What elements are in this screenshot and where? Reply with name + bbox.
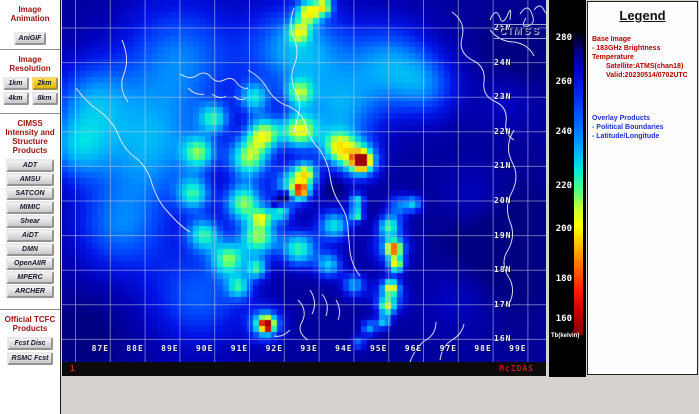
legend-box: Legend Base Image - 183GHz Brightness Te… xyxy=(587,1,698,375)
resolution-button-2km[interactable]: 2km xyxy=(31,77,58,90)
legend-overlay-header: Overlay Products xyxy=(592,115,650,122)
product-button-aidt[interactable]: AiDT xyxy=(6,229,54,242)
colorbar-tick-220: 220 xyxy=(555,181,572,191)
lat-label-22N: 22N xyxy=(494,126,512,136)
legend-base-image-header: Base Image xyxy=(592,36,631,43)
lon-label-99E: 99E xyxy=(509,344,527,353)
anigif-button[interactable]: AniGIF xyxy=(14,32,46,45)
sidebar-section-products: CIMSS Intensity and Structure Products A… xyxy=(0,113,60,309)
lon-label-91E: 91E xyxy=(230,344,249,353)
legend-overlay-line-boundaries: - Political Boundaries xyxy=(592,124,664,131)
lon-label-87E: 87E xyxy=(91,344,110,353)
resolution-button-4km[interactable]: 4km xyxy=(2,92,29,105)
product-button-openaiir[interactable]: OpenAIIR xyxy=(6,257,54,270)
legend-base-image-section: Base Image - 183GHz Brightness Temperatu… xyxy=(592,35,693,80)
product-buttons: ADT AMSU SATCON MIMIC Shear AiDT DMN OpenAIIR MP… xyxy=(1,159,59,298)
colorbar-tick-160: 160 xyxy=(555,314,572,324)
rsmc-fcst-button[interactable]: RSMC Fcst xyxy=(7,352,53,365)
brightness-temperature-image xyxy=(62,0,546,362)
lat-label-18N: 18N xyxy=(494,265,512,275)
legend-overlay-line-latlon: - Latitude/Longitude xyxy=(592,133,660,140)
mcidas-label: McIDAS xyxy=(499,364,534,373)
frame-number: 1 xyxy=(70,364,75,373)
lat-label-20N: 20N xyxy=(494,196,512,205)
legend-overlay-section: Overlay Products - Political Boundaries … xyxy=(592,114,693,141)
legend-panel: Legend Base Image - 183GHz Brightness Te… xyxy=(586,0,699,377)
lat-label-21N: 21N xyxy=(494,161,512,171)
product-button-adt[interactable]: ADT xyxy=(6,159,54,172)
product-button-archer[interactable]: ARCHER xyxy=(6,285,54,298)
cimss-logo: CIMSS xyxy=(494,24,546,39)
lon-label-92E: 92E xyxy=(265,344,284,353)
colorbar-tick-240: 240 xyxy=(555,127,572,137)
lon-label-93E: 93E xyxy=(300,344,318,353)
resolution-header: Image Resolution xyxy=(9,55,51,73)
main-stage: 87E 88E 89E 90E 91E 92E 93E 94E 95E 96E 97E 98E 99E … xyxy=(61,0,699,414)
lon-label-88E: 88E xyxy=(126,344,144,353)
satellite-map[interactable]: 87E 88E 89E 90E 91E 92E 93E 94E 95E 96E 97E 98E 99E … xyxy=(62,0,546,376)
product-button-mimic[interactable]: MIMIC xyxy=(6,201,54,214)
colorbar-unit: Tb(kelvin) xyxy=(551,333,580,339)
colorbar-tick-260: 260 xyxy=(555,77,572,87)
product-button-amsu[interactable]: AMSU xyxy=(6,173,54,186)
product-button-satcon[interactable]: SATCON xyxy=(6,187,54,200)
tcfc-header: Official TCFC Products xyxy=(4,315,56,333)
lat-label-24N: 24N xyxy=(494,57,512,67)
lon-label-96E: 96E xyxy=(404,344,423,353)
status-strip: 1 McIDAS xyxy=(62,362,546,376)
product-button-dmn[interactable]: DMN xyxy=(6,243,54,256)
lon-label-95E: 95E xyxy=(369,344,388,353)
resolution-button-1km[interactable]: 1km xyxy=(2,77,29,90)
product-button-shear[interactable]: Shear xyxy=(6,215,54,228)
sidebar-section-resolution: Image Resolution 1km 2km 4km 8km xyxy=(0,49,60,113)
legend-title: Legend xyxy=(619,8,666,23)
lon-label-94E: 94E xyxy=(335,344,353,353)
colorbar-tick-280: 280 xyxy=(555,33,572,43)
colorbar-gradient xyxy=(574,33,583,335)
colorbar: 280 260 240 220 200 180 160 Tb(kelvin) xyxy=(549,0,586,377)
lat-label-25N: 25N xyxy=(494,23,512,32)
lon-label-89E: 89E xyxy=(161,344,179,353)
legend-valid-line: Valid:20230514/0702UTC xyxy=(606,72,688,79)
colorbar-tick-180: 180 xyxy=(555,274,572,284)
lon-label-98E: 98E xyxy=(474,344,492,353)
lat-label-16N: 16N xyxy=(494,334,512,344)
resolution-buttons: 1km 2km 4km 8km xyxy=(1,77,59,105)
lat-label-23N: 23N xyxy=(494,92,512,102)
products-header: CIMSS Intensity and Structure Products xyxy=(5,119,55,155)
lat-label-19N: 19N xyxy=(494,230,512,240)
colorbar-tick-200: 200 xyxy=(555,224,572,234)
lat-label-17N: 17N xyxy=(494,299,512,309)
resolution-button-8km[interactable]: 8km xyxy=(31,92,58,105)
animation-header: Image Animation xyxy=(10,5,50,23)
lon-label-90E: 90E xyxy=(195,344,214,353)
lon-label-97E: 97E xyxy=(439,344,458,353)
product-button-mperc[interactable]: MPERC xyxy=(6,271,54,284)
legend-base-image-line: - 183GHz Brightness Temperature xyxy=(592,45,661,61)
sidebar-section-animation: Image Animation AniGIF xyxy=(0,0,60,49)
legend-satellite-line: Satellite:ATMS(chan18) xyxy=(606,63,684,70)
sidebar-section-tcfc: Official TCFC Products Fcst Disc RSMC Fc… xyxy=(0,309,60,414)
fcst-disc-button[interactable]: Fcst Disc xyxy=(7,337,53,350)
sidebar: Image Animation AniGIF Image Resolution … xyxy=(0,0,61,414)
